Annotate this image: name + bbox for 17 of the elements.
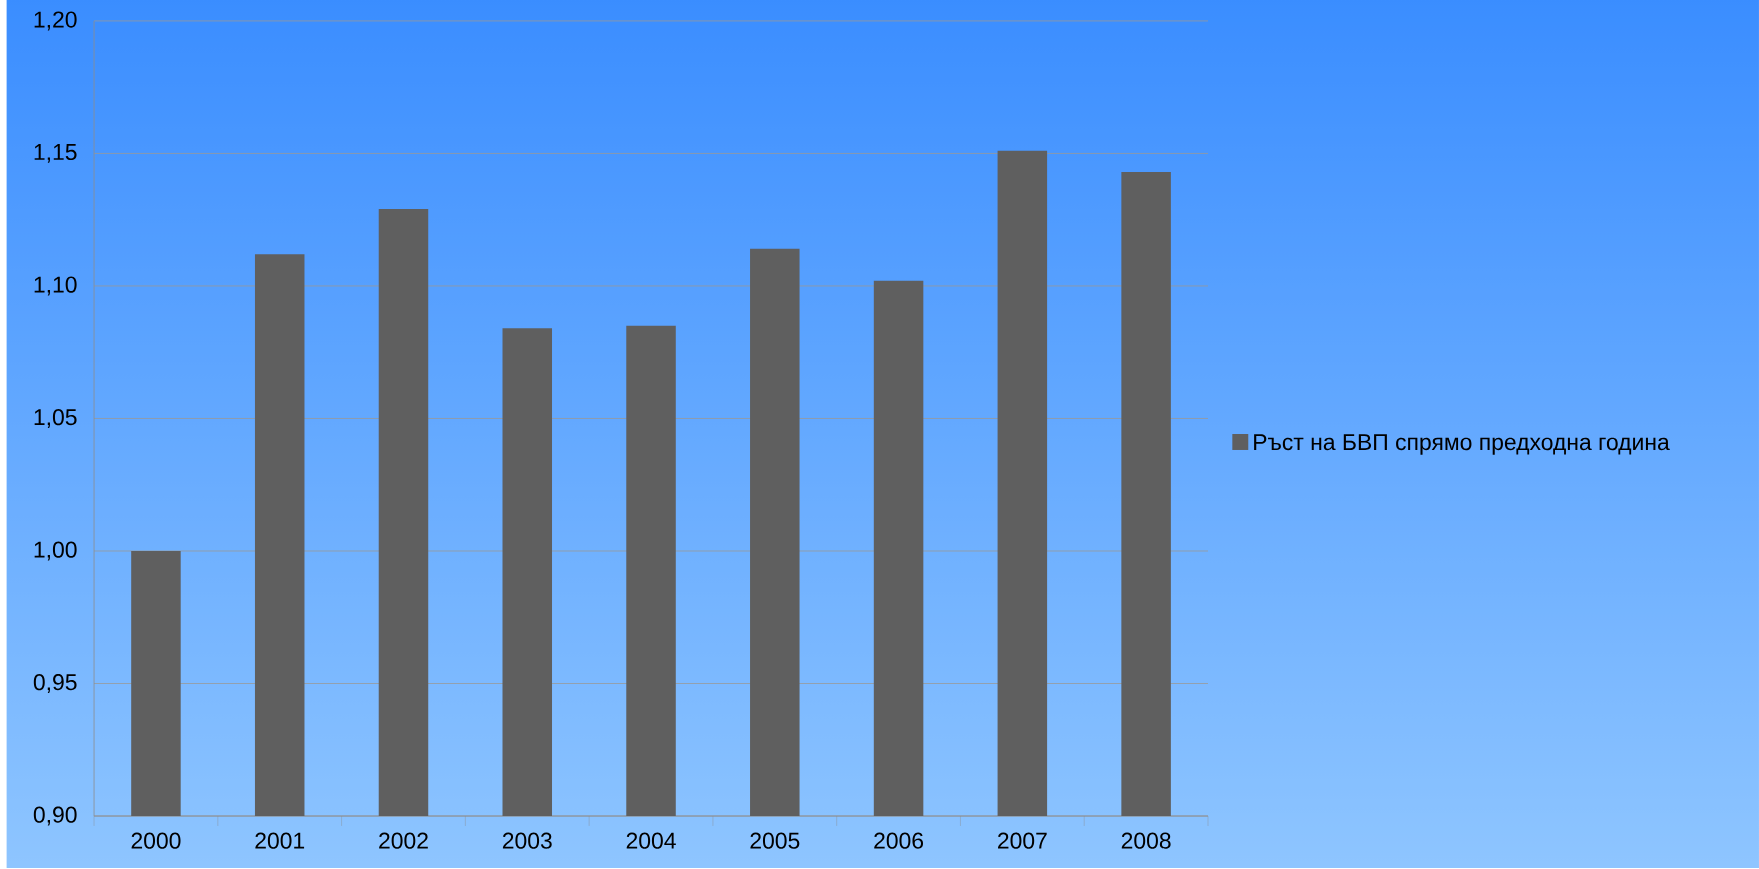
x-tick-label: 2008 bbox=[1121, 832, 1171, 849]
x-tick-label: 2001 bbox=[255, 832, 305, 849]
y-tick-label: 1,20 bbox=[34, 11, 77, 31]
x-tick-label: 2005 bbox=[750, 832, 800, 849]
x-tick-label: 2006 bbox=[874, 832, 924, 849]
y-tick-label: 0,90 bbox=[33, 806, 77, 826]
y-tick-label: 1,10 bbox=[34, 276, 77, 296]
x-tick-label: 2000 bbox=[131, 832, 181, 849]
x-tick-label: 2003 bbox=[502, 832, 552, 849]
x-tick-label: 2004 bbox=[626, 832, 676, 849]
y-tick-label: 1,00 bbox=[34, 541, 77, 561]
legend-label: Ръст на БВП спрямо предходна година bbox=[1254, 434, 1670, 455]
y-tick-label: 1,15 bbox=[34, 144, 77, 163]
x-tick-label: 2007 bbox=[998, 832, 1047, 849]
y-tick-label: 0,95 bbox=[33, 674, 77, 694]
y-tick-label: 1,05 bbox=[34, 409, 77, 429]
x-tick-label: 2002 bbox=[379, 832, 428, 849]
